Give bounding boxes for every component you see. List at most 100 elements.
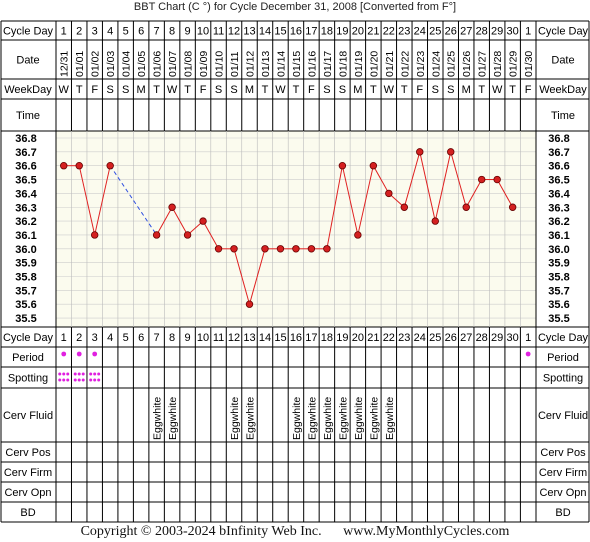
y-tick-label-right: 36.4 [548,188,570,200]
weekday-cell: T [184,84,191,96]
row-label-right: Cerv Fluid [538,410,588,422]
cycle-day-cell: 19 [336,332,348,344]
weekday-cell: S [230,84,237,96]
site-link[interactable]: www.MyMonthlyCycles.com [343,524,510,539]
temperature-line-segment [341,165,359,236]
date-cell: 01/14 [275,51,287,77]
period-dot [61,351,67,357]
date-cell: 01/08 [183,51,195,77]
cycle-day-cell: 6 [138,26,144,38]
cycle-day-cell: 11 [213,26,224,38]
weekday-cell: M [245,84,254,96]
temperature-line-segment [419,151,436,222]
cycle-day-cell: 24 [414,332,426,344]
cycle-day-cell: 1 [525,332,531,344]
weekday-cell: F [416,84,423,96]
y-tick-label-right: 35.7 [548,285,569,297]
weekday-cell: S [122,84,129,96]
cycle-day-cell: 27 [460,26,472,38]
date-cell: 01/20 [368,51,380,77]
temperature-point [338,161,347,170]
temperature-point [307,245,316,253]
cycle-day-cell: 10 [197,332,209,344]
date-cell: 01/27 [477,51,489,77]
y-tick-label-right: 36.1 [548,230,569,242]
y-tick-label-left: 36.7 [15,147,36,159]
copyright-text: Copyright © 2003-2024 bInfinity Web Inc. [80,524,322,539]
cycle-day-cell: 24 [414,26,426,38]
cycle-day-cell: 3 [92,332,98,344]
cycle-day-cell: 19 [336,26,348,38]
temperature-line-segment [249,248,266,305]
cycle-day-cell: 28 [476,332,488,344]
y-tick-label-right: 35.9 [548,258,569,270]
y-tick-label-left: 35.7 [15,285,36,297]
date-cell: 01/30 [523,51,535,77]
temperature-point [60,161,68,170]
temperature-point [416,148,424,156]
cycle-day-cell: 25 [429,26,441,38]
temperature-line-segment [202,220,219,250]
cycle-day-cell: 29 [491,26,503,38]
temperature-point [276,245,285,253]
cycle-day-cell: 1 [61,26,67,38]
cycle-day-cell: 3 [92,26,98,38]
y-tick-label-left: 36.3 [15,202,36,214]
weekday-cell: W [492,84,503,96]
weekday-cell: W [59,84,70,96]
row-label-left: BD [20,507,35,519]
y-tick-label-left: 36.6 [15,161,36,173]
cycle-day-cell: 15 [274,26,286,38]
date-cell: 01/25 [446,51,458,77]
cerv-fluid-label: Eggwhite [229,397,241,440]
weekday-cell: T [76,84,83,96]
cerv-fluid-label: Eggwhite [167,397,179,440]
date-cell: 01/26 [461,51,473,77]
cerv-fluid-label: Eggwhite [337,397,349,440]
spotting-dot [58,378,62,382]
temperature-point [75,161,83,170]
cerv-fluid-label: Eggwhite [384,397,396,440]
cycle-day-cell: 9 [185,26,191,38]
row-label-right: BD [555,507,570,519]
cerv-fluid-label: Eggwhite [291,397,303,440]
temperature-point [478,175,486,184]
cerv-fluid-label: Eggwhite [152,397,164,440]
y-tick-label-left: 36.0 [15,244,36,256]
weekday-cell: M [462,84,471,96]
period-dot [76,351,82,357]
cycle-day-cell: 21 [367,26,379,38]
y-tick-label-left: 36.2 [15,216,36,228]
date-cell: 01/22 [399,51,411,77]
temperature-line-segment [78,165,96,236]
row-label-left: Spotting [8,373,48,385]
weekday-cell: T [370,84,377,96]
cycle-day-cell: 1 [61,332,67,344]
spotting-dot [81,378,85,382]
y-tick-label-left: 36.8 [15,133,36,145]
temperature-line-segment [372,165,390,194]
row-label-right: Period [547,352,579,364]
temperature-point [292,245,300,253]
cycle-day-cell: 5 [123,332,129,344]
date-cell: 12/31 [59,51,71,77]
cerv-fluid-label: Eggwhite [306,397,318,440]
date-cell: 01/28 [492,51,504,77]
temperature-point [400,203,408,211]
temperature-point [369,161,378,170]
cycle-day-cell: 22 [383,26,395,38]
temperature-point [106,161,114,170]
cycle-day-cell: 11 [213,332,224,344]
date-cell: 01/10 [214,51,226,77]
cycle-day-cell: 8 [169,26,175,38]
y-tick-label-right: 36.7 [548,147,569,159]
temperature-point [447,148,455,156]
period-dot [525,351,531,357]
temperature-line-segment [326,165,343,249]
cycle-day-cell: 22 [383,332,395,344]
cycle-day-cell: 2 [76,26,82,38]
cycle-day-cell: 14 [259,332,271,344]
y-tick-label-left: 36.4 [15,188,37,200]
cycle-day-cell: 27 [460,332,472,344]
